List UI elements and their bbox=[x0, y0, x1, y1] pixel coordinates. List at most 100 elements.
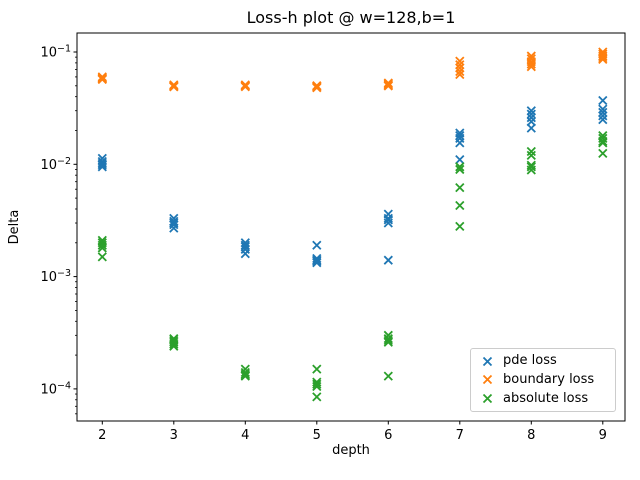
scatter-point bbox=[598, 54, 608, 64]
legend-label: pde loss bbox=[503, 353, 557, 369]
scatter-point bbox=[169, 220, 179, 230]
scatter-point bbox=[455, 66, 465, 77]
scatter-point bbox=[312, 364, 322, 374]
x-tick-label: 2 bbox=[98, 428, 106, 443]
legend-item-pde-loss: pde loss bbox=[471, 352, 615, 370]
scatter-point bbox=[455, 69, 465, 80]
scatter-point bbox=[383, 215, 393, 225]
scatter-point bbox=[455, 182, 465, 193]
scatter-point bbox=[598, 148, 608, 159]
scatter-point bbox=[598, 53, 608, 63]
scatter-point bbox=[455, 164, 465, 175]
x-marker-icon bbox=[482, 356, 493, 366]
legend-label: boundary loss bbox=[503, 371, 595, 387]
scatter-point bbox=[455, 60, 465, 70]
scatter-point bbox=[169, 339, 179, 349]
chart-title: Loss-h plot @ w=128,b=1 bbox=[246, 8, 456, 27]
x-axis-label: depth bbox=[332, 443, 370, 458]
scatter-point bbox=[598, 111, 608, 121]
legend-item-boundary-loss: boundary loss bbox=[471, 371, 615, 389]
x-tick-label: 5 bbox=[313, 428, 321, 443]
scatter-point bbox=[240, 371, 250, 381]
scatter-point bbox=[383, 335, 393, 346]
scatter-point bbox=[455, 200, 465, 211]
y-tick-label: 10−3 bbox=[40, 268, 71, 285]
scatter-point bbox=[526, 109, 536, 119]
scatter-point bbox=[312, 258, 322, 268]
scatter-point bbox=[598, 114, 608, 125]
scatter-point bbox=[169, 223, 179, 233]
scatter-point bbox=[97, 162, 107, 172]
scatter-point bbox=[312, 392, 322, 402]
axes-frame bbox=[76, 32, 626, 422]
scatter-point bbox=[383, 334, 393, 344]
scatter-point bbox=[383, 218, 393, 228]
scatter-point bbox=[97, 74, 107, 85]
scatter-point bbox=[169, 82, 179, 92]
y-tick-label: 10−2 bbox=[40, 156, 71, 173]
scatter-point bbox=[240, 249, 250, 259]
y-tick-label: 10−4 bbox=[40, 380, 71, 397]
scatter-point bbox=[383, 255, 393, 265]
legend-label: absolute loss bbox=[503, 390, 589, 406]
series-absolute-loss bbox=[97, 130, 608, 402]
x-tick-label: 8 bbox=[527, 428, 535, 443]
scatter-point bbox=[526, 165, 536, 175]
scatter-point bbox=[240, 241, 250, 252]
scatter-point bbox=[598, 104, 608, 114]
scatter-point bbox=[97, 240, 107, 250]
scatter-point bbox=[526, 146, 536, 157]
scatter-point bbox=[598, 107, 608, 118]
scatter-point bbox=[383, 337, 393, 347]
scatter-point bbox=[240, 367, 250, 378]
x-tick-label: 3 bbox=[170, 428, 178, 443]
scatter-point bbox=[526, 123, 536, 133]
scatter-point bbox=[455, 155, 465, 165]
scatter-point bbox=[97, 243, 107, 253]
scatter-point bbox=[526, 150, 536, 161]
y-axis-label: Delta bbox=[7, 209, 22, 245]
scatter-point bbox=[526, 106, 536, 116]
scatter-point bbox=[312, 256, 322, 266]
scatter-point bbox=[526, 162, 536, 172]
scatter-point bbox=[455, 221, 465, 232]
scatter-point bbox=[598, 136, 608, 147]
scatter-point bbox=[312, 379, 322, 389]
x-tick-label: 4 bbox=[241, 428, 249, 443]
series-pde-loss bbox=[97, 95, 608, 268]
x-tick-label: 6 bbox=[384, 428, 392, 443]
x-tick-label: 9 bbox=[599, 428, 607, 443]
scatter-point bbox=[312, 83, 322, 93]
x-marker-icon bbox=[482, 394, 493, 404]
scatter-point bbox=[598, 95, 608, 106]
scatter-point bbox=[97, 252, 107, 262]
x-tick-label: 7 bbox=[456, 428, 464, 443]
scatter-point bbox=[240, 240, 250, 250]
scatter-point bbox=[526, 113, 536, 123]
series-boundary-loss bbox=[97, 47, 608, 93]
scatter-point bbox=[312, 240, 322, 250]
scatter-point bbox=[455, 162, 465, 172]
scatter-point bbox=[455, 56, 465, 66]
scatter-point bbox=[240, 82, 250, 92]
scatter-point bbox=[383, 81, 393, 91]
scatter-point bbox=[455, 138, 465, 148]
scatter-point bbox=[598, 138, 608, 148]
scatter-point bbox=[312, 381, 322, 392]
scatter-point bbox=[97, 160, 107, 170]
scatter-point bbox=[526, 62, 536, 72]
scatter-point bbox=[598, 51, 608, 61]
scatter-point bbox=[169, 216, 179, 227]
scatter-point bbox=[169, 341, 179, 351]
legend: pde loss boundary loss absolute loss bbox=[470, 348, 616, 412]
scatter-point bbox=[97, 158, 107, 168]
scatter-point bbox=[455, 130, 465, 141]
scatter-point bbox=[526, 59, 536, 69]
scatter-point bbox=[169, 337, 179, 347]
legend-item-absolute-loss: absolute loss bbox=[471, 390, 615, 408]
y-tick-label: 10−1 bbox=[40, 44, 71, 61]
x-marker-icon bbox=[482, 375, 493, 385]
scatter-point bbox=[383, 371, 393, 381]
